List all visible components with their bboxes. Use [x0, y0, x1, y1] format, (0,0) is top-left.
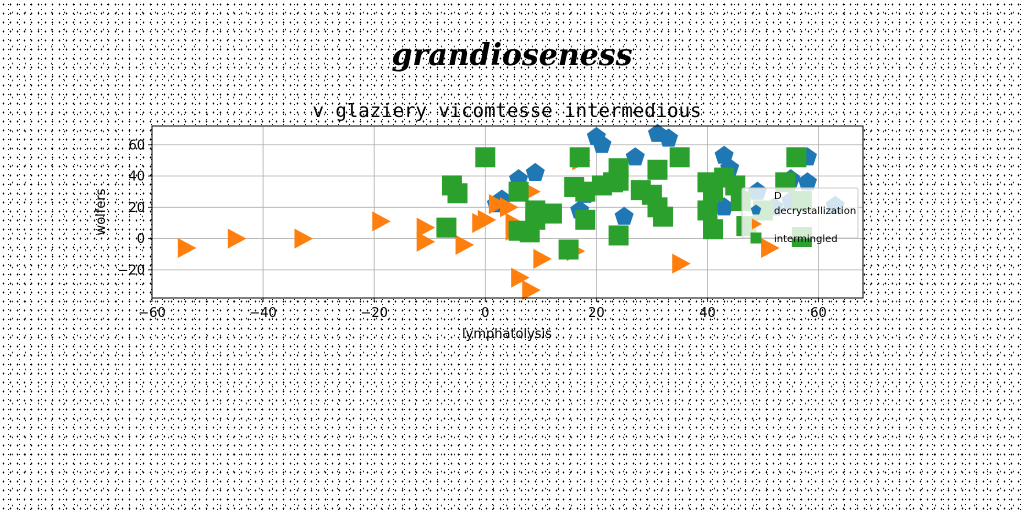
data-point-series-1 [416, 217, 436, 238]
y-axis: −20 0 20 40 60 [118, 138, 152, 278]
x-axis-label: lymphatolysis [462, 327, 552, 342]
data-point-series-1 [177, 237, 197, 258]
figure-suptitle: grandioseness [391, 38, 633, 73]
legend-title: D [774, 191, 782, 202]
legend-marker-1 [751, 218, 763, 230]
legend-marker-2 [750, 232, 762, 244]
data-point-series-1 [488, 194, 508, 215]
data-point-series-2 [447, 183, 468, 204]
data-point-series-0 [625, 147, 645, 166]
data-point-series-2 [703, 219, 724, 240]
data-point-series-2 [647, 159, 668, 180]
y-tick-label: 0 [137, 232, 145, 247]
x-tick-label: 20 [588, 306, 605, 321]
data-point-series-2 [508, 181, 529, 202]
x-tick-label: 0 [481, 306, 489, 321]
plot-frame [151, 125, 864, 299]
y-tick-label: 40 [128, 170, 145, 185]
x-axis: −60 −40 −20 0 20 40 60 [138, 298, 827, 321]
data-point-series-2 [541, 203, 562, 224]
data-point-series-1 [477, 209, 497, 230]
data-point-series-0 [714, 197, 734, 216]
data-point-series-2 [436, 217, 457, 238]
data-point-series-2 [575, 209, 596, 230]
data-point-series-0 [614, 206, 634, 225]
data-point-series-2 [653, 206, 674, 227]
y-tick-label: −20 [118, 263, 145, 278]
data-point-series-0 [525, 162, 545, 181]
data-point-series-2 [669, 147, 690, 168]
x-tick-label: 60 [810, 306, 827, 321]
data-point-series-1 [227, 228, 247, 249]
data-point-series-1 [500, 197, 519, 218]
data-point-series-2 [775, 172, 796, 193]
data-point-series-0 [592, 134, 612, 153]
data-point-series-1 [455, 234, 475, 255]
data-point-series-2 [569, 147, 590, 168]
y-tick-label: 20 [128, 201, 145, 216]
data-point-series-2 [558, 239, 579, 260]
legend-box [741, 187, 859, 239]
data-point-series-2 [608, 225, 629, 246]
data-point-series-2 [725, 175, 746, 196]
data-point-series-1 [511, 267, 530, 288]
x-tick-label: −20 [360, 306, 387, 321]
legend-label: intermingled [774, 234, 838, 245]
y-axis-label: wolfers [94, 188, 109, 235]
data-point-series-1 [672, 253, 691, 274]
data-point-series-0 [659, 128, 679, 147]
data-point-series-1 [533, 248, 552, 269]
data-point-series-1 [416, 231, 436, 252]
data-point-series-2 [575, 181, 596, 202]
legend-marker-0 [750, 204, 762, 215]
data-point-series-2 [475, 147, 496, 168]
y-tick-label: 60 [128, 138, 145, 153]
data-point-series-2 [603, 172, 624, 193]
data-point-series-1 [522, 280, 541, 301]
legend-label: decrystallization [774, 206, 856, 217]
chart-title: v glaziery vicomtesse intermedious [313, 100, 702, 122]
x-tick-label: −40 [249, 306, 276, 321]
data-point-series-1 [294, 228, 313, 249]
data-point-series-2 [786, 147, 807, 168]
x-tick-label: −60 [138, 306, 165, 321]
data-point-series-1 [372, 211, 391, 232]
data-point-series-0 [797, 172, 817, 191]
data-point-series-1 [761, 237, 780, 258]
data-point-series-2 [697, 200, 718, 221]
data-point-series-2 [508, 220, 529, 241]
x-tick-label: 40 [699, 306, 716, 321]
